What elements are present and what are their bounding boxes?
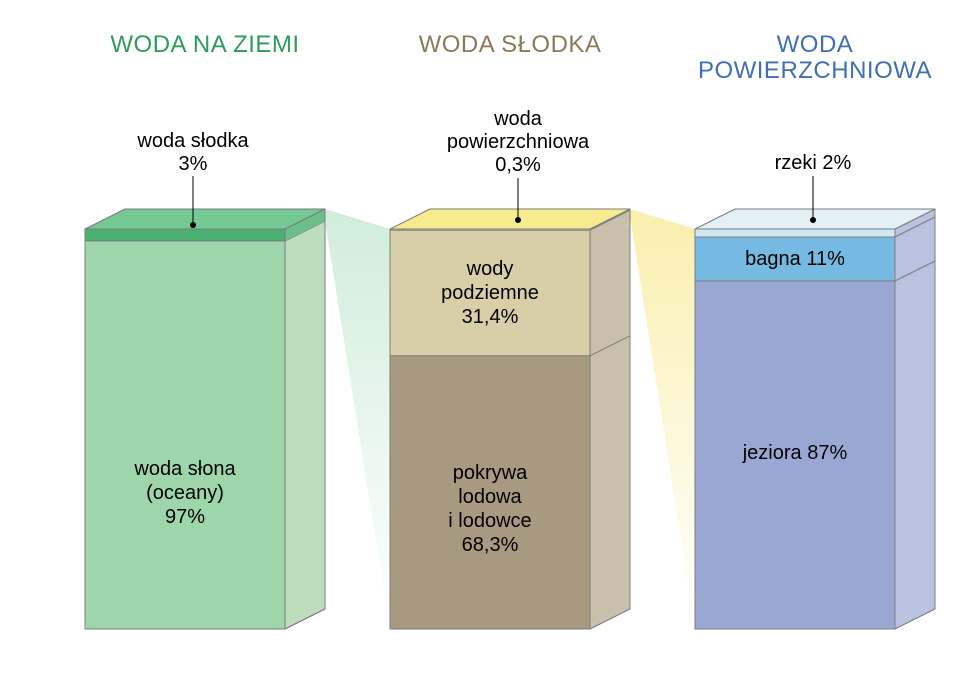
label-swamps: bagna 11% — [695, 247, 895, 271]
callout-fresh-water: woda słodka 3% — [83, 130, 303, 176]
callout-surface-water: woda powierzchniowa 0,3% — [408, 108, 628, 177]
label-saltwater: woda słona (oceany) 97% — [85, 457, 285, 529]
connector-fresh-to-surface — [630, 209, 695, 629]
title-fresh-water: WODA SŁODKA — [370, 32, 650, 58]
bar-earth-water — [85, 209, 325, 629]
label-groundwater: wody podziemne 31,4% — [390, 257, 590, 329]
water-infographic: { "canvas": { "width": 979, "height": 67… — [0, 0, 979, 677]
label-icecaps: pokrywa lodowa i lodowce 68,3% — [390, 461, 590, 557]
label-lakes: jeziora 87% — [695, 441, 895, 465]
connector-earth-to-fresh — [325, 209, 390, 629]
callout-rivers: rzeki 2% — [703, 152, 923, 175]
chart-svg — [0, 0, 979, 677]
bar-surface-water — [695, 209, 935, 629]
title-surface-water: WODA POWIERZCHNIOWA — [675, 32, 955, 85]
title-earth-water: WODA NA ZIEMI — [65, 32, 345, 58]
